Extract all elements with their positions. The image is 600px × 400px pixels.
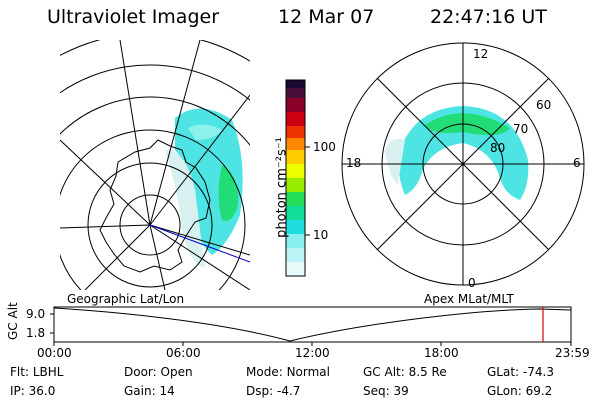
header-date: 12 Mar 07: [278, 6, 375, 28]
colorbar-unit-label: photon cm⁻²s⁻¹: [274, 137, 290, 238]
info-value-flt: LBHL: [32, 365, 64, 379]
geographic-map-label: Geographic Lat/Lon: [67, 292, 185, 306]
info-key-glat: GLat:: [487, 365, 520, 379]
info-value-gc-alt: 8.5 Re: [408, 365, 447, 379]
timeline-xtick-3: 18:00: [424, 346, 459, 360]
info-key-door: Door:: [124, 365, 157, 379]
mlat-label-80: 80: [490, 141, 506, 155]
mlt-label-6: 6: [573, 156, 581, 170]
info-key-ip: IP:: [10, 384, 25, 398]
info-value-dsp: -4.7: [276, 384, 301, 398]
info-key-flt: Flt:: [10, 365, 29, 379]
geographic-map: [60, 40, 250, 290]
info-key-gain: Gain:: [124, 384, 156, 398]
colorbar-tick-100: 100: [313, 140, 336, 154]
timeline-plot: [50, 306, 572, 346]
colorbar-tick-10: 10: [313, 228, 329, 242]
info-key-gc-alt: GC Alt:: [363, 365, 405, 379]
timeline-xtick-4: 23:59: [555, 346, 590, 360]
info-value-mode: Normal: [286, 365, 330, 379]
info-value-gain: 14: [159, 384, 175, 398]
info-value-ip: 36.0: [28, 384, 56, 398]
timeline-ytick-bottom: 1.8: [26, 326, 46, 340]
mlt-label-12: 12: [473, 47, 489, 61]
info-value-glat: -74.3: [522, 365, 554, 379]
apex-map-label: Apex MLat/MLT: [424, 292, 514, 306]
mlt-label-0: 0: [468, 276, 476, 290]
info-key-dsp: Dsp:: [246, 384, 274, 398]
polar-map: [341, 42, 585, 286]
mlat-label-70: 70: [513, 122, 529, 136]
info-key-seq: Seq:: [363, 384, 390, 398]
info-value-glon: 69.2: [525, 384, 553, 398]
timeline-xtick-0: 00:00: [37, 346, 72, 360]
coastline: [99, 139, 211, 273]
info-key-glon: GLon:: [487, 384, 522, 398]
colorbar: [285, 79, 310, 277]
timeline-xtick-2: 12:00: [295, 346, 330, 360]
timeline-ytick-top: 9.0: [26, 307, 46, 321]
info-value-seq: 39: [393, 384, 409, 398]
subsolar-line: [149, 224, 250, 263]
info-value-door: Open: [160, 365, 193, 379]
aurora-oval-left: [165, 108, 243, 268]
timeline-xtick-1: 06:00: [166, 346, 201, 360]
instrument-title: Ultraviolet Imager: [47, 6, 220, 28]
info-key-mode: Mode:: [246, 365, 283, 379]
mlt-label-18: 18: [346, 156, 362, 170]
mlat-label-60: 60: [536, 98, 552, 112]
timeline-ylabel: GC Alt: [6, 302, 20, 340]
header-time: 22:47:16 UT: [430, 6, 547, 28]
